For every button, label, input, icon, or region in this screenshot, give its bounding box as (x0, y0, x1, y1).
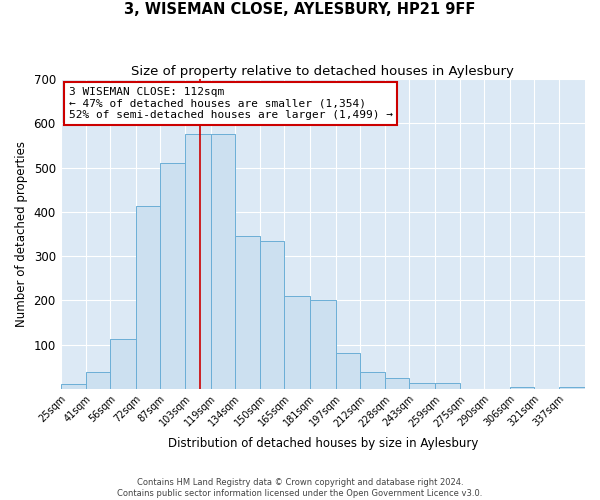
Bar (260, 240, 284, 389)
Bar (235, 236, 260, 389)
Bar (61, 384, 86, 389)
Bar (211, 134, 235, 389)
Bar (409, 383, 435, 389)
Bar (86, 372, 110, 389)
Bar (335, 354, 359, 389)
Bar (510, 386, 534, 389)
Bar (310, 300, 335, 389)
Title: Size of property relative to detached houses in Aylesbury: Size of property relative to detached ho… (131, 65, 514, 78)
Bar (160, 163, 185, 389)
Bar (559, 386, 585, 389)
Bar (284, 296, 310, 389)
Bar (359, 372, 385, 389)
Bar (385, 378, 409, 389)
Text: 3, WISEMAN CLOSE, AYLESBURY, HP21 9FF: 3, WISEMAN CLOSE, AYLESBURY, HP21 9FF (124, 2, 476, 18)
Bar (136, 206, 160, 389)
Text: Contains HM Land Registry data © Crown copyright and database right 2024.
Contai: Contains HM Land Registry data © Crown c… (118, 478, 482, 498)
Bar (185, 134, 211, 389)
Y-axis label: Number of detached properties: Number of detached properties (15, 141, 28, 327)
Bar (110, 340, 136, 389)
Text: 3 WISEMAN CLOSE: 112sqm
← 47% of detached houses are smaller (1,354)
52% of semi: 3 WISEMAN CLOSE: 112sqm ← 47% of detache… (68, 87, 392, 120)
X-axis label: Distribution of detached houses by size in Aylesbury: Distribution of detached houses by size … (167, 437, 478, 450)
Bar (435, 383, 460, 389)
